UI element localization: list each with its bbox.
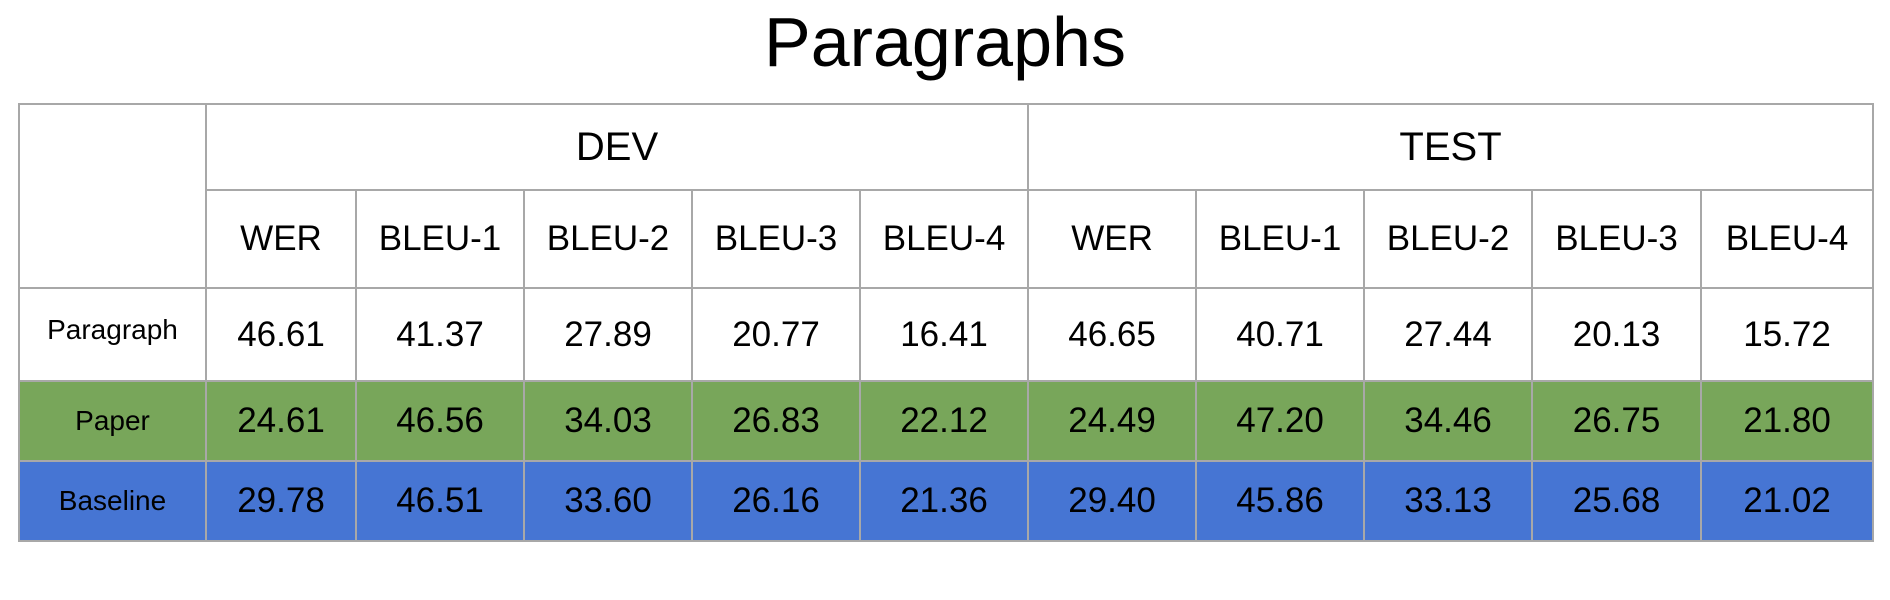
column-header: BLEU-1 (355, 189, 525, 289)
table-cell: 27.89 (523, 287, 693, 382)
table-cell: 46.61 (205, 287, 357, 382)
group-header-dev: DEV (204, 103, 1030, 191)
table-cell: 29.40 (1027, 460, 1198, 542)
row-label: Baseline (18, 460, 207, 542)
column-header: WER (1027, 189, 1198, 289)
table-cell: 21.36 (858, 460, 1030, 542)
table-cell: 33.13 (1363, 460, 1534, 542)
table-cell: 33.60 (523, 460, 693, 542)
table-cell: 24.49 (1027, 380, 1198, 462)
table-cell: 46.65 (1027, 287, 1198, 382)
table-cell: 15.72 (1700, 287, 1875, 382)
page-title: Paragraphs (764, 3, 1126, 81)
table-cell: 20.13 (1531, 287, 1703, 382)
metric-header-row: WER BLEU-1 BLEU-2 BLEU-3 BLEU-4 WER BLEU… (19, 189, 1875, 289)
group-header-test: TEST (1027, 103, 1875, 191)
table-row-paper: Paper 24.61 46.56 34.03 26.83 22.12 24.4… (18, 380, 1875, 462)
row-label: Paragraph (18, 287, 207, 382)
table-cell: 34.46 (1363, 380, 1534, 462)
table-cell: 22.12 (858, 380, 1030, 462)
table-cell: 24.61 (205, 380, 357, 462)
row-label: Paper (18, 380, 207, 462)
table-cell: 26.16 (691, 460, 861, 542)
column-header: BLEU-3 (1531, 189, 1703, 289)
group-header-row: DEV TEST (18, 103, 1875, 289)
table-cell: 20.77 (691, 287, 861, 382)
table-cell: 29.78 (205, 460, 357, 542)
table-cell: 47.20 (1195, 380, 1366, 462)
table-row-baseline: Baseline 29.78 46.51 33.60 26.16 21.36 2… (18, 460, 1875, 542)
table-cell: 34.03 (523, 380, 693, 462)
corner-cell (18, 103, 207, 289)
table-cell: 26.83 (691, 380, 861, 462)
column-header: BLEU-2 (523, 189, 693, 289)
table-row-paragraph: Paragraph 46.61 41.37 27.89 20.77 16.41 … (18, 287, 1875, 382)
table-cell: 45.86 (1195, 460, 1366, 542)
table-cell: 25.68 (1531, 460, 1703, 542)
table-cell: 41.37 (355, 287, 525, 382)
table-cell: 16.41 (858, 287, 1030, 382)
table-cell: 21.02 (1700, 460, 1875, 542)
column-header: BLEU-1 (1195, 189, 1366, 289)
table-cell: 40.71 (1195, 287, 1366, 382)
table-cell: 26.75 (1531, 380, 1703, 462)
column-header: BLEU-4 (858, 189, 1030, 289)
column-header: BLEU-2 (1363, 189, 1534, 289)
table-cell: 21.80 (1700, 380, 1875, 462)
column-header: WER (205, 189, 357, 289)
results-table: DEV TEST WER BLEU-1 BLEU-2 BLEU-3 BLEU-4… (18, 103, 1875, 542)
table-cell: 46.56 (355, 380, 525, 462)
table-cell: 27.44 (1363, 287, 1534, 382)
column-header: BLEU-4 (1700, 189, 1875, 289)
table-cell: 46.51 (355, 460, 525, 542)
column-header: BLEU-3 (691, 189, 861, 289)
